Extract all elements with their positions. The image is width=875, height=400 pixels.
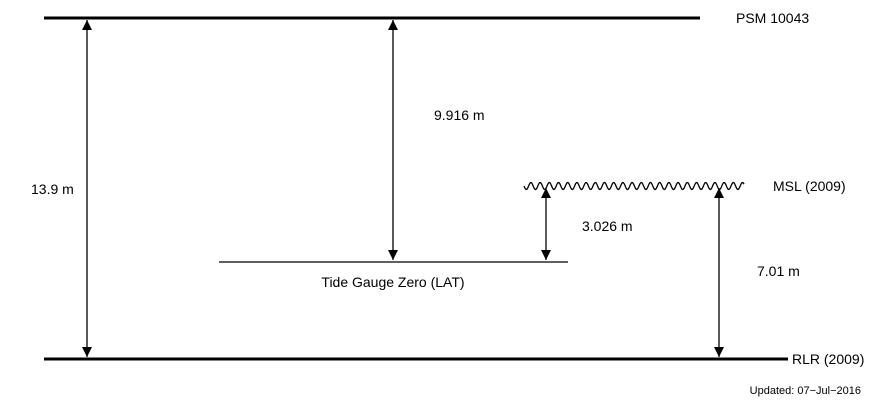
psm-label: PSM 10043 — [736, 10, 809, 26]
distance-psm-to-rlr: 13.9 m — [31, 181, 74, 197]
updated-timestamp: Updated: 07−Jul−2016 — [750, 385, 861, 397]
tide-gauge-zero-label: Tide Gauge Zero (LAT) — [321, 274, 464, 290]
distance-msl-to-rlr: 7.01 m — [757, 263, 800, 279]
rlr-label: RLR (2009) — [792, 351, 864, 367]
msl-wave-line — [523, 181, 745, 191]
distance-psm-to-tgz: 9.916 m — [434, 107, 485, 123]
distance-msl-to-tgz: 3.026 m — [582, 218, 633, 234]
msl-label: MSL (2009) — [773, 178, 846, 194]
